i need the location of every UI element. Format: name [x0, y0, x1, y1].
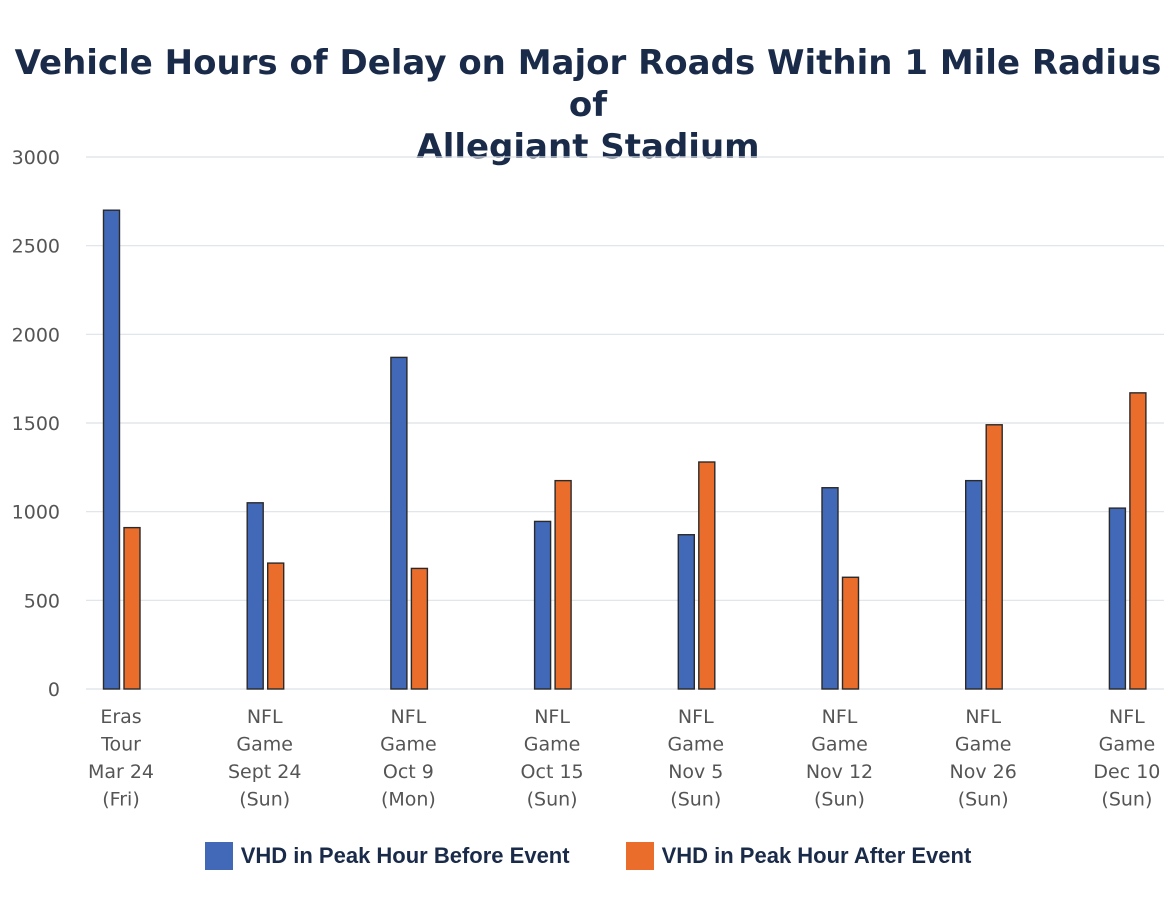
y-tick-label-2500: 2500 [12, 236, 60, 258]
x-tick-label-line: Sept 24 [228, 761, 301, 783]
chart-title-line-1: Vehicle Hours of Delay on Major Roads Wi… [14, 43, 1162, 125]
bar-before-6 [965, 479, 983, 690]
x-tick-label-line: Eras [100, 706, 141, 728]
x-tick-label-line: Nov 5 [668, 761, 723, 783]
x-tick-label-line: Game [668, 734, 725, 756]
bar-after-5 [841, 576, 860, 690]
chart-legend: VHD in Peak Hour Before Event VHD in Pea… [0, 842, 1176, 870]
x-tick-label-line: (Fri) [102, 789, 139, 811]
x-tick-label-line: NFL [247, 706, 283, 728]
x-tick-label-line: NFL [1109, 706, 1145, 728]
legend-label-before: VHD in Peak Hour Before Event [240, 843, 570, 868]
x-tick-label-line: Tour [100, 734, 141, 756]
bar-after-1 [267, 562, 285, 690]
x-tick-label-line: Nov 12 [806, 761, 873, 783]
x-tick-label-line: NFL [391, 706, 427, 728]
bar-before-0 [102, 209, 121, 690]
x-tick-label-line: (Sun) [670, 789, 721, 811]
x-tick-label-line: NFL [965, 706, 1001, 728]
y-tick-label-1500: 1500 [12, 413, 60, 435]
bar-after-2 [410, 567, 429, 690]
x-tick-label-6: NFL Game Nov 26 (Sun) [950, 706, 1017, 811]
y-tick-label-3000: 3000 [12, 147, 60, 169]
bar-after-6 [985, 424, 1003, 690]
y-tick-label-1000: 1000 [12, 502, 60, 524]
x-tick-label-line: NFL [822, 706, 858, 728]
legend-label-after: VHD in Peak Hour After Event [661, 843, 972, 868]
x-tick-label-line: (Sun) [1101, 789, 1152, 811]
bar-before-5 [821, 487, 839, 690]
bar-after-0 [123, 526, 141, 690]
x-tick-label-line: (Sun) [814, 789, 865, 811]
x-tick-label-line: NFL [678, 706, 714, 728]
bar-before-1 [246, 502, 264, 690]
bar-before-7 [1108, 507, 1127, 690]
chart-title: Vehicle Hours of Delay on Major Roads Wi… [0, 42, 1176, 168]
chart-title-line-2: Allegiant Stadium [416, 127, 760, 167]
x-tick-label-line: Game [524, 734, 581, 756]
x-tick-label-line: Dec 10 [1093, 761, 1160, 783]
x-tick-label-3: NFL Game Oct 15 (Sun) [521, 706, 584, 811]
legend-item-before: VHD in Peak Hour Before Event [204, 842, 570, 870]
x-tick-label-line: Game [811, 734, 868, 756]
x-tick-label-line: (Sun) [239, 789, 290, 811]
x-tick-label-0: Eras Tour Mar 24 (Fri) [88, 706, 154, 811]
x-tick-label-line: NFL [534, 706, 570, 728]
y-tick-label-0: 0 [48, 679, 60, 701]
x-tick-label-line: Oct 9 [383, 761, 434, 783]
x-tick-label-7: NFL Game Dec 10 (Sun) [1093, 706, 1160, 811]
x-tick-label-line: (Mon) [381, 789, 436, 811]
x-tick-label-line: (Sun) [527, 789, 578, 811]
y-tick-label-500: 500 [24, 590, 60, 612]
x-tick-label-1: NFL Game Sept 24 (Sun) [228, 706, 301, 811]
legend-swatch-before [204, 842, 233, 870]
y-tick-label-2000: 2000 [12, 324, 60, 346]
x-tick-label-line: Game [955, 734, 1012, 756]
bar-after-7 [1129, 392, 1147, 690]
x-tick-label-2: NFL Game Oct 9 (Mon) [380, 706, 437, 811]
x-tick-label-line: Game [236, 734, 293, 756]
x-tick-label-line: (Sun) [958, 789, 1009, 811]
x-tick-label-line: Game [380, 734, 437, 756]
x-tick-label-line: Nov 26 [950, 761, 1017, 783]
bar-before-4 [677, 534, 695, 690]
legend-swatch-after [625, 842, 654, 870]
x-tick-label-line: Oct 15 [521, 761, 584, 783]
legend-item-after: VHD in Peak Hour After Event [625, 842, 972, 870]
x-tick-label-5: NFL Game Nov 12 (Sun) [806, 706, 873, 811]
bar-after-3 [554, 479, 572, 690]
x-tick-label-line: Mar 24 [88, 761, 154, 783]
bar-after-4 [698, 461, 716, 690]
x-tick-label-line: Game [1099, 734, 1156, 756]
x-tick-label-4: NFL Game Nov 5 (Sun) [668, 706, 725, 811]
bar-before-2 [390, 356, 408, 690]
bar-before-3 [533, 520, 552, 690]
